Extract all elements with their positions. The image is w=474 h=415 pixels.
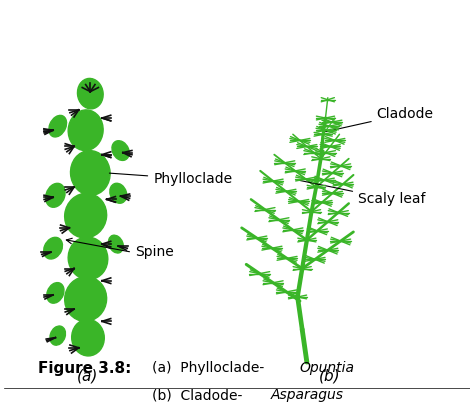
Text: Figure 3.8:: Figure 3.8:: [38, 361, 131, 376]
Ellipse shape: [64, 277, 107, 321]
Ellipse shape: [109, 235, 123, 253]
Text: Cladode: Cladode: [326, 107, 434, 132]
Text: Opuntia: Opuntia: [300, 361, 355, 375]
Text: Phylloclade: Phylloclade: [109, 172, 232, 186]
Ellipse shape: [72, 319, 104, 356]
Ellipse shape: [77, 78, 103, 109]
Ellipse shape: [110, 183, 127, 203]
Text: (a): (a): [77, 369, 99, 384]
Ellipse shape: [64, 193, 107, 238]
Text: Asparagus: Asparagus: [271, 388, 344, 402]
Ellipse shape: [68, 110, 103, 151]
Ellipse shape: [50, 326, 65, 345]
Ellipse shape: [46, 183, 65, 207]
Ellipse shape: [49, 115, 66, 137]
Text: (b)  Cladode-: (b) Cladode-: [152, 388, 242, 402]
Ellipse shape: [47, 283, 64, 303]
Text: Scaly leaf: Scaly leaf: [296, 180, 426, 206]
Text: (a)  Phylloclade-: (a) Phylloclade-: [152, 361, 264, 375]
Text: (b): (b): [319, 369, 341, 384]
Ellipse shape: [68, 237, 108, 280]
Text: Spine: Spine: [136, 245, 174, 259]
Ellipse shape: [44, 237, 63, 259]
Ellipse shape: [71, 151, 110, 195]
Ellipse shape: [112, 141, 129, 161]
